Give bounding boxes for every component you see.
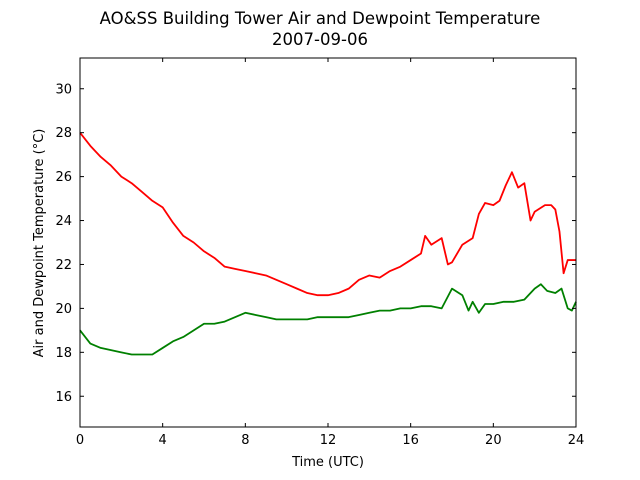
series-line-0 <box>79 132 576 297</box>
x-tick-label-5: 20 <box>485 433 502 448</box>
x-tick-label-4: 16 <box>402 433 419 448</box>
x-tick-label-0: 0 <box>76 433 84 448</box>
plot-frame <box>79 57 577 428</box>
x-tick-label-2: 8 <box>241 433 249 448</box>
y-tick-label-6: 28 <box>55 126 72 141</box>
y-tick-label-2: 20 <box>55 302 72 317</box>
x-tick-label-6: 24 <box>568 433 585 448</box>
tick-layer: 0 4 8 12 16 20 24 16 18 20 22 24 26 28 30 <box>55 58 584 448</box>
series-layer <box>79 132 577 356</box>
x-tick-label-1: 4 <box>159 433 167 448</box>
y-tick-label-3: 22 <box>55 258 72 273</box>
y-tick-label-1: 18 <box>55 346 72 361</box>
chart-subtitle: 2007-09-06 <box>272 30 368 49</box>
y-tick-label-0: 16 <box>55 390 72 405</box>
chart-title: AO&SS Building Tower Air and Dewpoint Te… <box>100 9 541 28</box>
y-tick-label-4: 24 <box>55 214 72 229</box>
x-axis-label: Time (UTC) <box>291 455 364 470</box>
series-line-1 <box>79 283 577 356</box>
y-tick-label-7: 30 <box>55 82 72 97</box>
y-axis-label: Air and Dewpoint Temperature (°C) <box>32 129 47 358</box>
x-tick-label-3: 12 <box>320 433 337 448</box>
y-tick-label-5: 26 <box>55 170 72 185</box>
